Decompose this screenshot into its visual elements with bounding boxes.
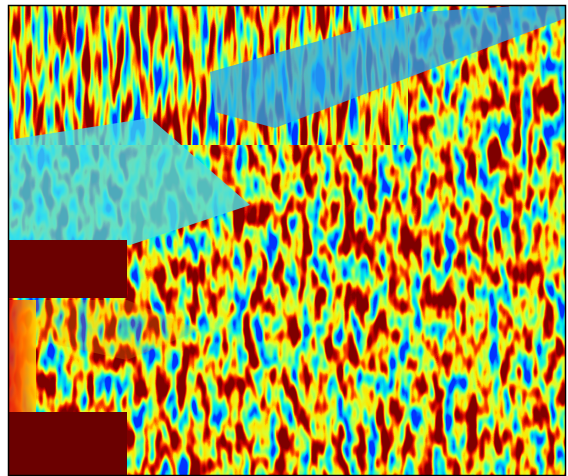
cyan-fade xyxy=(120,118,250,245)
block-upper xyxy=(8,240,127,298)
cyan-band-top xyxy=(210,5,566,128)
block-lower xyxy=(8,412,127,476)
cyan-band-left xyxy=(8,118,250,245)
field xyxy=(8,5,566,476)
source-region xyxy=(8,300,36,412)
source-glow xyxy=(36,300,200,360)
